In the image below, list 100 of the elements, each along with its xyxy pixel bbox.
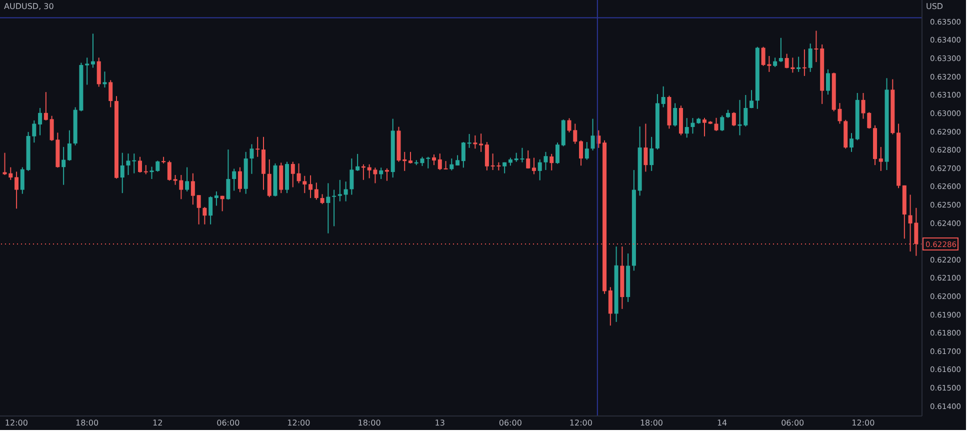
candlestick — [296, 162, 301, 184]
candlestick — [878, 146, 883, 172]
x-tick-label: 12:00 — [852, 418, 875, 428]
candlestick — [773, 57, 778, 68]
candlestick — [808, 43, 812, 72]
candlestick — [673, 102, 678, 127]
candlestick — [384, 168, 389, 182]
chart-title: AUDUSD, 30 — [4, 2, 54, 11]
candlestick — [714, 117, 718, 132]
candlestick — [67, 130, 72, 162]
candlestick — [238, 166, 242, 193]
candlestick — [126, 153, 130, 176]
x-tick-label: 12:00 — [569, 418, 592, 428]
candlestick — [802, 48, 806, 76]
candlestick — [690, 118, 695, 134]
candlestick — [408, 151, 412, 164]
candlestick — [720, 114, 724, 132]
candlestick — [14, 171, 19, 210]
x-tick-label: 18:00 — [640, 418, 664, 428]
candlestick — [120, 152, 124, 194]
candlestick — [302, 175, 307, 194]
candlestick — [661, 86, 666, 108]
candlestick — [350, 158, 354, 196]
candlestick — [750, 90, 754, 109]
candlestick — [438, 153, 442, 171]
candlestick — [550, 153, 554, 171]
candlestick — [196, 194, 201, 225]
candlestick — [778, 37, 783, 63]
x-tick-label: 18:00 — [358, 418, 381, 428]
candlestick — [584, 142, 589, 160]
candlestick — [185, 166, 190, 192]
candlestick — [579, 140, 584, 166]
candlestick — [732, 112, 736, 127]
candlestick — [608, 286, 612, 326]
x-tick-label: 12:00 — [287, 418, 310, 428]
candlestick — [814, 30, 818, 63]
candlestick — [226, 149, 230, 200]
candlestick — [44, 92, 48, 121]
candlestick — [85, 57, 90, 86]
x-tick-label: 06:00 — [216, 418, 240, 428]
candlestick — [526, 150, 530, 170]
candlestick — [479, 133, 484, 152]
candlestick — [208, 196, 213, 225]
candlestick — [484, 142, 489, 171]
candlestick — [590, 118, 595, 151]
candlestick — [167, 160, 172, 182]
candlestick — [555, 142, 560, 164]
candlestick — [826, 68, 830, 96]
candlestick — [220, 195, 224, 212]
x-tick-label: 18:00 — [75, 418, 99, 428]
candlestick — [320, 194, 324, 205]
candlestick — [96, 57, 101, 88]
x-tick-label: 06:00 — [781, 418, 804, 428]
candlestick — [62, 146, 66, 186]
candlestick — [461, 142, 466, 168]
candlestick — [402, 151, 407, 172]
candlestick — [379, 167, 384, 180]
candlestick — [538, 158, 542, 181]
candlestick — [144, 164, 148, 175]
candlestick — [432, 154, 436, 166]
candlestick — [850, 132, 854, 152]
candlestick — [473, 134, 478, 150]
x-tick-label: 14 — [716, 418, 728, 428]
candlestick — [332, 189, 336, 227]
y-axis-title: USD — [926, 2, 944, 11]
candlestick — [544, 151, 548, 171]
candlestick — [108, 80, 113, 108]
candlestick — [456, 154, 460, 166]
x-tick-label: 13 — [434, 418, 445, 428]
candlestick — [267, 158, 272, 198]
candlestick — [356, 153, 360, 172]
candlestick — [102, 71, 107, 88]
candlestick — [190, 172, 195, 206]
candlestick — [202, 206, 207, 225]
candlestick — [650, 136, 654, 172]
candlestick — [702, 117, 706, 137]
candlestick — [132, 153, 136, 174]
candlestick — [444, 160, 448, 170]
x-tick-label: 06:00 — [498, 418, 522, 428]
candlestick — [138, 156, 142, 174]
candlestick — [344, 181, 348, 202]
candlestick — [450, 158, 454, 171]
candlestick — [38, 107, 42, 136]
x-tick-label: 12:00 — [4, 418, 28, 428]
candlestick — [796, 56, 801, 72]
candlestick — [90, 33, 95, 68]
candlestick — [214, 190, 218, 206]
candlestick — [684, 118, 689, 138]
candlestick — [326, 182, 330, 234]
candlestick — [256, 136, 260, 158]
candlestick — [250, 144, 254, 174]
candlestick — [314, 182, 318, 200]
candlestick — [20, 166, 24, 194]
candlestick — [532, 157, 536, 175]
candlestick — [308, 174, 313, 199]
x-tick-label: 12 — [152, 418, 163, 428]
candlestick — [232, 168, 236, 192]
candlestick — [338, 179, 342, 202]
candlestick — [290, 161, 295, 188]
candlestick — [644, 123, 648, 172]
